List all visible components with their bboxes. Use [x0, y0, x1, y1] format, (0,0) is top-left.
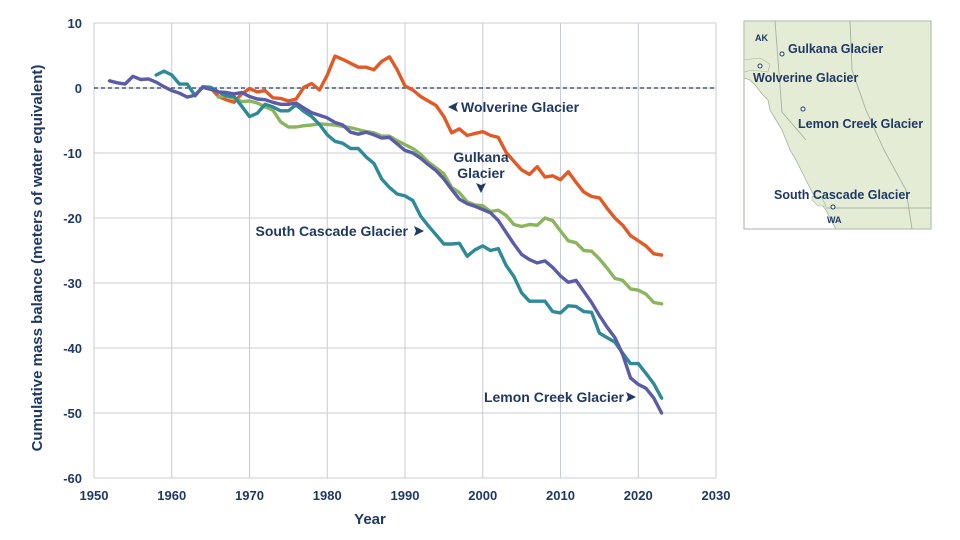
arrow-left-icon	[448, 102, 458, 112]
x-tick-label: 2000	[468, 488, 497, 503]
border-ak-panhandle	[781, 111, 807, 141]
y-tick-label: 10	[68, 16, 82, 31]
tick-labels: 1950 1960 1970 1980 1990 2000 2010 2020 2030 10 0 -…	[63, 16, 730, 503]
inset-map: AK WA Gulkana Glacier Wolverine Glacier …	[743, 20, 932, 230]
y-tick-label: -60	[63, 471, 82, 486]
border-ak-canada	[774, 20, 783, 113]
annotation-south-cascade: South Cascade Glacier	[255, 223, 424, 239]
y-tick-label: 0	[75, 81, 82, 96]
state-label-wa: WA	[827, 215, 842, 225]
map-island	[811, 195, 827, 207]
gulkana-marker-icon	[779, 51, 785, 57]
series-line-wolverine-glacier	[208, 54, 664, 257]
grid-lines	[93, 22, 717, 479]
x-tick-label: 1950	[80, 488, 109, 503]
arrow-down-icon	[476, 183, 486, 193]
map-label-wolverine: Wolverine Glacier	[753, 71, 859, 85]
x-tick-label: 2010	[546, 488, 575, 503]
annotation-lemon-creek: Lemon Creek Glacier	[484, 389, 636, 405]
svg-text:Wolverine Glacier: Wolverine Glacier	[461, 99, 580, 115]
y-axis-title: Cumulative mass balance (meters of water…	[29, 65, 46, 452]
map-peninsula	[743, 57, 771, 73]
svg-text:Glacier: Glacier	[457, 165, 505, 181]
y-tick-label: -20	[63, 211, 82, 226]
border-bc-ab	[849, 20, 913, 230]
series-line-lemon-creek-glacier	[107, 74, 664, 415]
x-tick-label: 1960	[157, 488, 186, 503]
south-cascade-marker-icon	[830, 204, 836, 210]
x-tick-label: 1990	[391, 488, 420, 503]
lemon-creek-marker-icon	[800, 106, 806, 112]
map-label-gulkana: Gulkana Glacier	[788, 42, 883, 56]
x-tick-label: 2030	[702, 488, 731, 503]
y-tick-label: -40	[63, 341, 82, 356]
y-tick-label: -30	[63, 276, 82, 291]
arrow-right-icon	[626, 392, 636, 402]
svg-text:Gulkana: Gulkana	[453, 149, 508, 165]
annotation-gulkana: Gulkana Glacier	[453, 149, 509, 193]
series-line-gulkana-glacier	[216, 94, 664, 306]
series-lines	[107, 54, 664, 415]
y-tick-label: -10	[63, 146, 82, 161]
y-tick-label: -50	[63, 406, 82, 421]
series-line-south-cascade-glacier	[154, 69, 664, 400]
map-label-south-cascade: South Cascade Glacier	[774, 188, 910, 202]
map-label-lemon-creek: Lemon Creek Glacier	[798, 117, 923, 131]
svg-text:Lemon Creek Glacier: Lemon Creek Glacier	[484, 389, 625, 405]
x-axis-title: Year	[354, 511, 386, 528]
x-tick-label: 2020	[624, 488, 653, 503]
svg-text:South Cascade Glacier: South Cascade Glacier	[255, 223, 408, 239]
x-tick-label: 1970	[235, 488, 264, 503]
annotation-wolverine: Wolverine Glacier	[448, 99, 580, 115]
map-land	[743, 20, 932, 230]
x-tick-label: 1980	[313, 488, 342, 503]
state-label-ak: AK	[755, 33, 768, 43]
wolverine-marker-icon	[757, 63, 763, 69]
arrow-right-icon	[414, 226, 424, 236]
